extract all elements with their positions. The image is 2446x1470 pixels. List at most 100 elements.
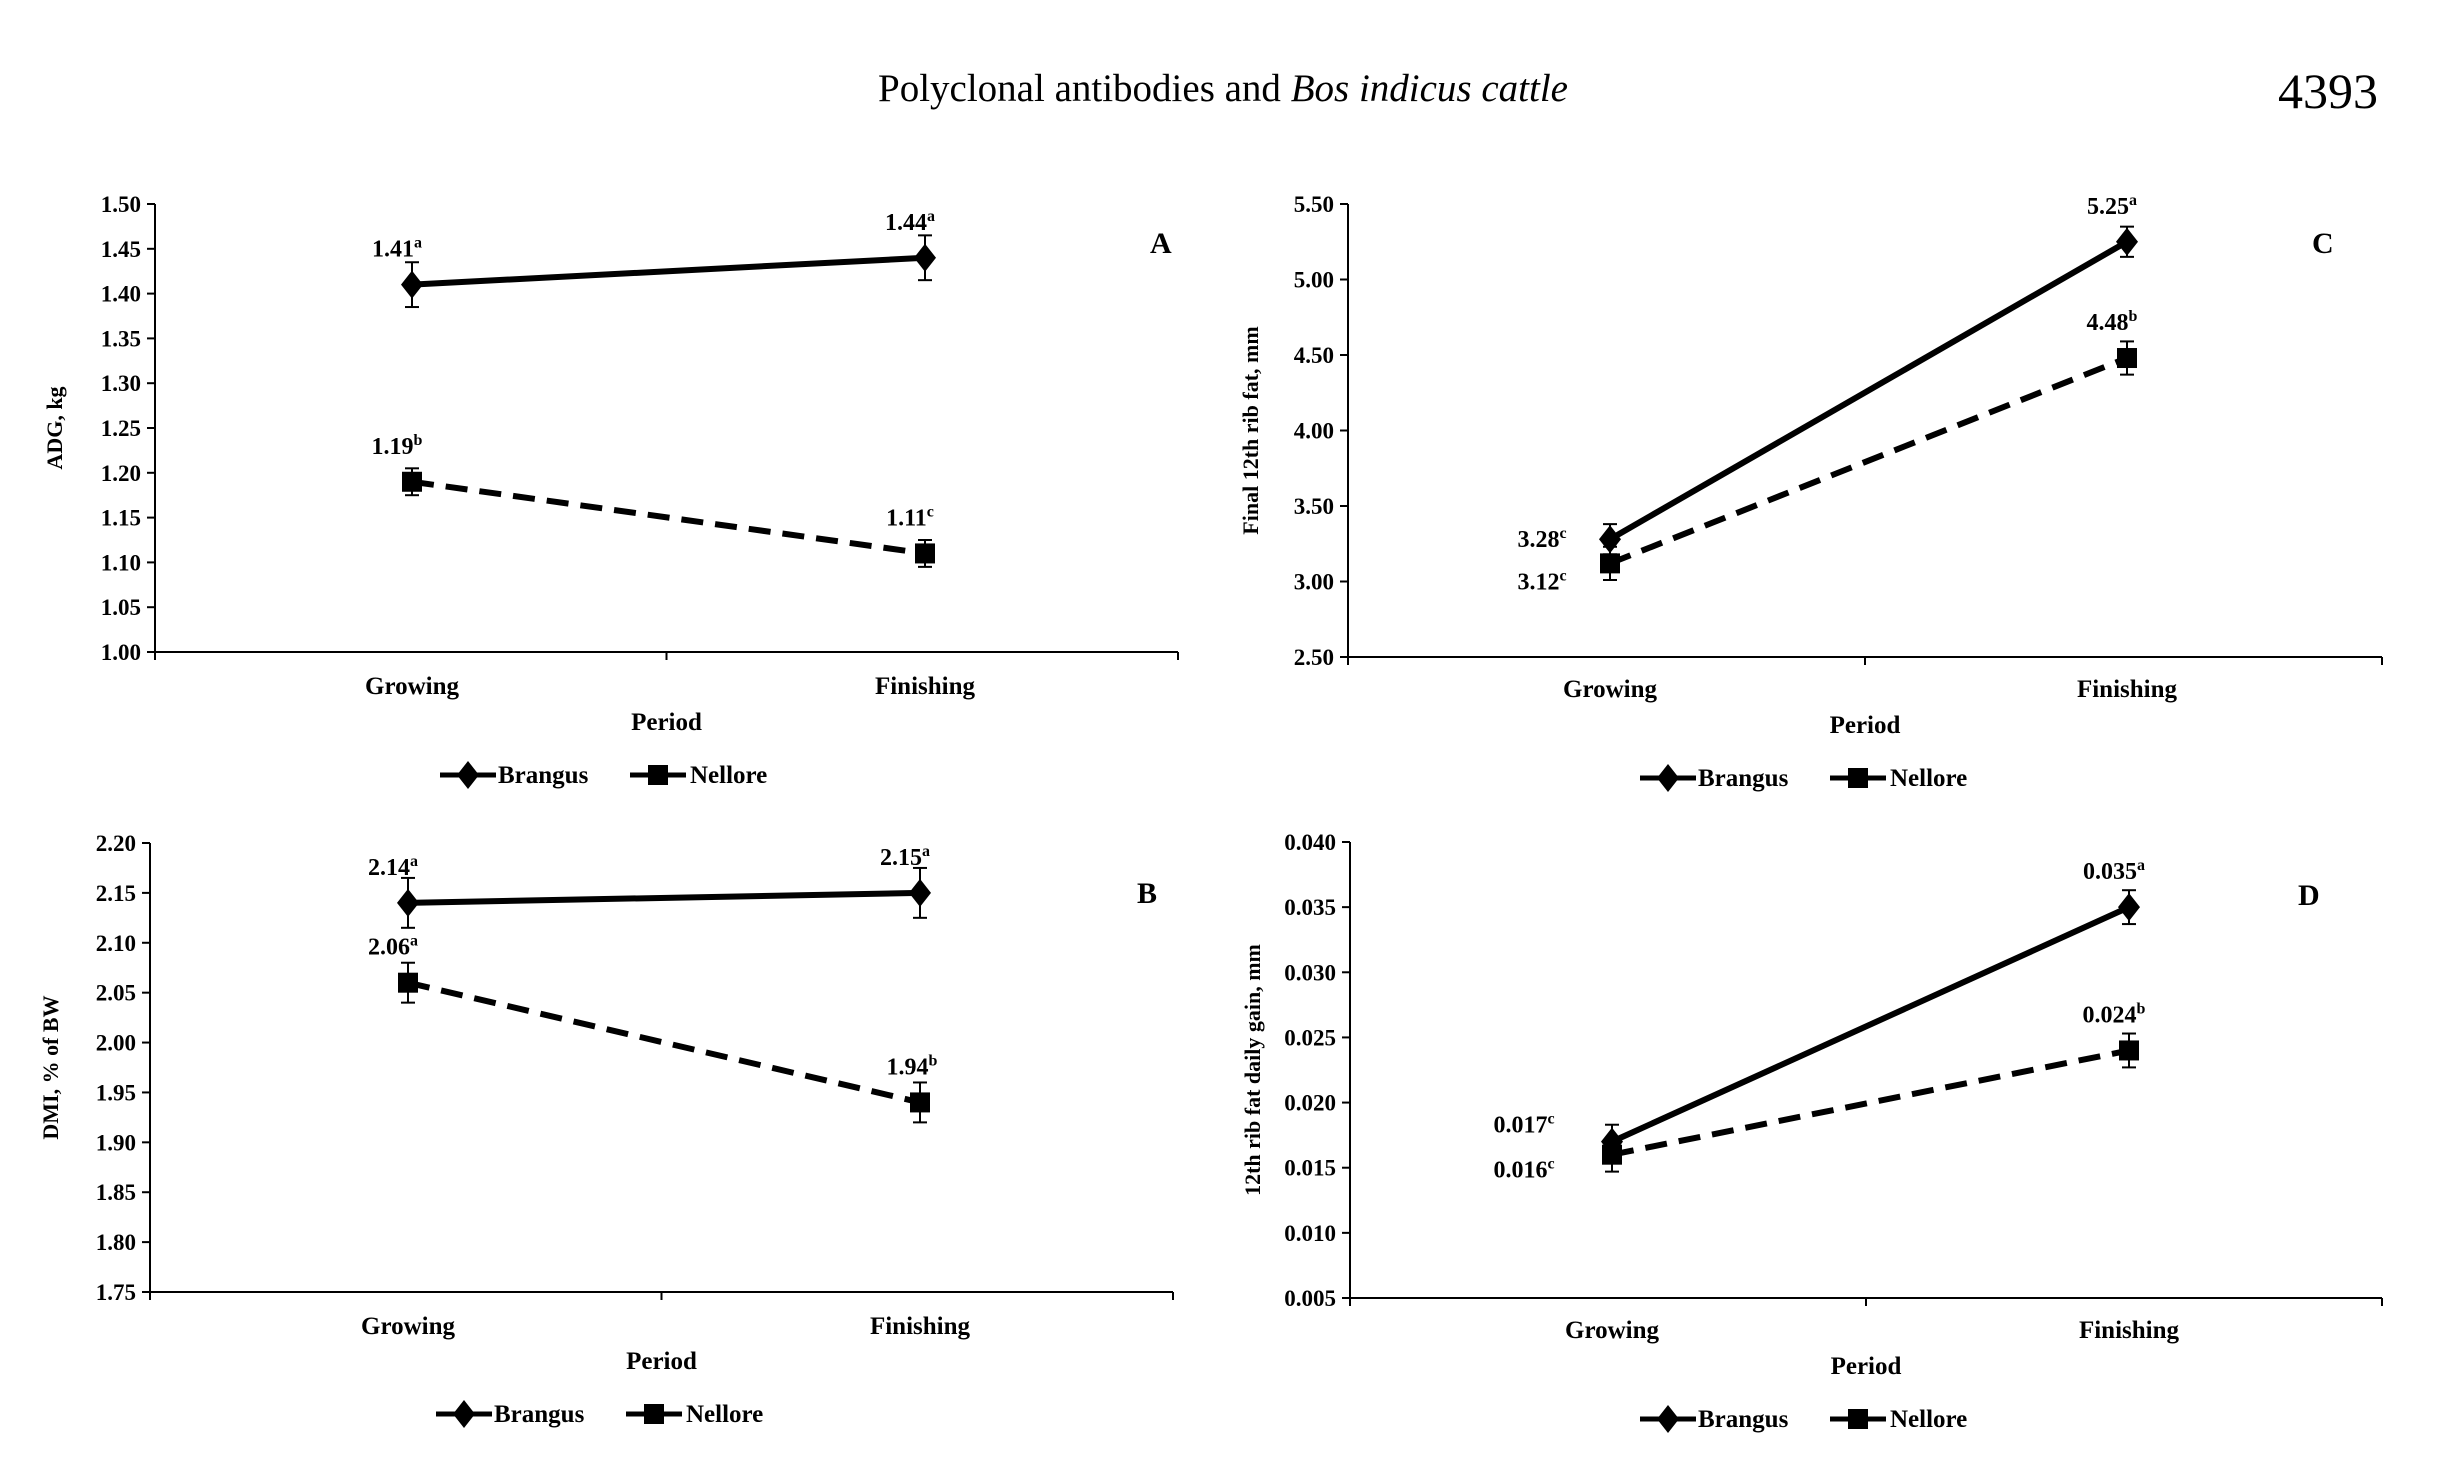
data-label: 4.48b	[2087, 308, 2138, 336]
series-nellore: 2.06a 1.94b	[368, 933, 938, 1124]
series-line-brangus	[407, 889, 921, 906]
series-line-brangus	[411, 254, 926, 288]
y-tick-label: 0.035	[1284, 895, 1336, 920]
y-tick-label: 1.35	[101, 326, 141, 351]
y-tick-label: 0.010	[1284, 1221, 1336, 1246]
page-number: 4393	[2278, 63, 2378, 119]
data-point-square	[915, 543, 935, 564]
chart-panel-b: 1.75 1.80 1.85 1.90 1.95 2.00 2.05 2.10 2.15 2.20…	[38, 831, 1174, 1428]
y-tick-label: 2.15	[96, 881, 136, 906]
panel-letter: C	[2312, 227, 2334, 260]
panel-letter: A	[1150, 227, 1172, 260]
series-nellore: 1.19b 1.11c	[372, 432, 935, 568]
series-line-nellore	[407, 979, 921, 1106]
y-tick-label: 4.50	[1294, 343, 1334, 368]
data-point-diamond	[2118, 893, 2140, 922]
data-label: 1.11c	[886, 503, 934, 531]
y-tick-label: 3.50	[1294, 494, 1334, 519]
data-label: 3.12c	[1517, 567, 1566, 595]
y-tick-label: 5.50	[1294, 192, 1334, 217]
legend-marker-brangus	[457, 761, 479, 789]
y-tick-label: 2.05	[96, 981, 136, 1006]
data-label: 0.016c	[1493, 1156, 1554, 1184]
x-category-label: Growing	[365, 673, 459, 700]
data-point-square	[2117, 348, 2137, 369]
series-line-nellore	[1611, 1047, 2130, 1158]
y-tick-label: 1.80	[96, 1230, 136, 1255]
x-category-label: Finishing	[875, 673, 976, 700]
y-tick-label: 1.00	[101, 640, 141, 665]
x-category-label: Finishing	[870, 1313, 971, 1340]
header-title-italic: Bos indicus cattle	[1290, 67, 1568, 110]
data-point-diamond	[397, 888, 419, 917]
legend-label-nellore: Nellore	[1890, 765, 1967, 792]
legend-label-nellore: Nellore	[686, 1401, 763, 1428]
x-axis-title: Period	[1830, 712, 1901, 739]
y-tick-label: 1.25	[101, 416, 141, 441]
y-tick-label: 1.45	[101, 237, 141, 262]
y-tick-label: 1.30	[101, 371, 141, 396]
x-category-label: Growing	[1565, 1317, 1659, 1344]
y-axis-title: Final 12th rib fat, mm	[1238, 326, 1263, 534]
x-category-label: Finishing	[2079, 1317, 2180, 1344]
data-point-square	[1602, 1144, 1622, 1165]
series-brangus: 2.14a 2.15a	[368, 843, 931, 929]
data-label: 1.44a	[885, 208, 935, 236]
x-axis-title: Period	[1831, 1353, 1902, 1380]
y-tick-label: 3.00	[1294, 570, 1334, 595]
data-point-square	[910, 1092, 930, 1113]
y-axis-title: DMI, % of BW	[38, 995, 63, 1139]
legend: Brangus Nellore	[1640, 1405, 1967, 1433]
series-line-nellore	[1608, 355, 2129, 567]
y-tick-label: 0.005	[1284, 1286, 1336, 1311]
data-label: 2.15a	[880, 843, 930, 871]
y-tick-label: 2.50	[1294, 645, 1334, 670]
y-tick-label: 1.40	[101, 282, 141, 307]
y-axis-title: ADG, kg	[42, 386, 67, 469]
page-header-title: Polyclonal antibodies and Bos indicus ca…	[0, 66, 2446, 111]
data-label: 5.25a	[2087, 192, 2137, 220]
x-axis-title: Period	[626, 1348, 697, 1375]
data-label: 2.14a	[368, 853, 418, 881]
data-label: 0.035a	[2083, 857, 2145, 885]
data-point-diamond	[401, 270, 423, 299]
series-line-brangus	[1610, 904, 2131, 1145]
y-tick-label: 1.15	[101, 506, 141, 531]
y-tick-label: 4.00	[1294, 419, 1334, 444]
y-tick-label: 1.50	[101, 192, 141, 217]
legend-marker-nellore	[644, 1404, 664, 1424]
y-tick-label: 2.10	[96, 931, 136, 956]
legend-marker-nellore	[1848, 768, 1868, 788]
y-tick-label: 0.025	[1284, 1025, 1336, 1050]
legend: Brangus Nellore	[1640, 764, 1967, 792]
legend-label-brangus: Brangus	[498, 762, 589, 789]
y-tick-label: 1.85	[96, 1180, 136, 1205]
legend-label-nellore: Nellore	[1890, 1406, 1967, 1433]
x-category-label: Finishing	[2077, 676, 2178, 703]
chart-panel-a: 1.00 1.05 1.10 1.15 1.20 1.25 1.30 1.35 1.40 1.45…	[42, 192, 1179, 789]
legend: Brangus Nellore	[440, 761, 767, 789]
data-label: 1.94b	[887, 1052, 938, 1080]
y-tick-label: 0.015	[1284, 1156, 1336, 1181]
y-tick-label: 5.00	[1294, 268, 1334, 293]
data-label: 1.41a	[372, 235, 422, 263]
series-brangus: 0.017c 0.035a	[1493, 857, 2145, 1160]
y-tick-label: 0.030	[1284, 960, 1336, 985]
x-axis-title: Period	[631, 709, 702, 736]
data-point-square	[2119, 1040, 2139, 1061]
data-point-diamond	[909, 878, 931, 907]
data-point-square	[398, 972, 418, 993]
legend-marker-nellore	[648, 765, 668, 785]
y-tick-label: 2.00	[96, 1031, 136, 1056]
legend-marker-nellore	[1848, 1409, 1868, 1429]
legend-label-brangus: Brangus	[1698, 765, 1789, 792]
data-label: 3.28c	[1517, 525, 1566, 553]
series-line-brangus	[1608, 239, 2129, 542]
legend-label-brangus: Brangus	[494, 1401, 585, 1428]
data-point-diamond	[914, 243, 936, 272]
series-brangus: 3.28c 5.25a	[1517, 192, 2138, 556]
y-tick-label: 2.20	[96, 831, 136, 856]
panel-letter: D	[2298, 879, 2320, 912]
y-tick-label: 0.020	[1284, 1091, 1336, 1116]
